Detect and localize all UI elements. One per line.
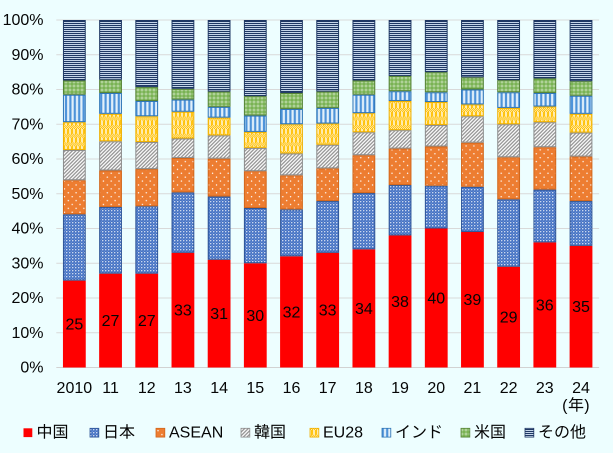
svg-text:39: 39 [464, 292, 482, 309]
svg-text:40: 40 [427, 291, 445, 308]
svg-text:20: 20 [427, 380, 445, 397]
svg-text:17: 17 [319, 380, 337, 397]
svg-text:30%: 30% [11, 255, 43, 272]
svg-text:33: 33 [174, 303, 192, 320]
svg-text:18: 18 [355, 380, 373, 397]
svg-text:14: 14 [210, 380, 228, 397]
svg-text:50%: 50% [11, 186, 43, 203]
svg-text:31: 31 [210, 306, 228, 323]
svg-text:35: 35 [572, 299, 590, 316]
svg-text:0%: 0% [20, 360, 43, 377]
svg-text:25: 25 [65, 317, 83, 334]
svg-text:29: 29 [500, 310, 518, 327]
svg-text:27: 27 [138, 313, 156, 330]
svg-text:32: 32 [283, 304, 301, 321]
svg-text:2010: 2010 [57, 380, 93, 397]
svg-text:15: 15 [246, 380, 264, 397]
svg-text:22: 22 [500, 380, 518, 397]
svg-text:11: 11 [102, 380, 119, 397]
svg-text:38: 38 [391, 294, 409, 311]
svg-text:19: 19 [391, 380, 409, 397]
svg-text:60%: 60% [11, 151, 43, 168]
svg-text:34: 34 [355, 301, 373, 318]
svg-text:): ) [584, 398, 589, 415]
svg-text:(: ( [562, 398, 568, 415]
svg-text:33: 33 [319, 303, 337, 320]
svg-text:EU28: EU28 [323, 425, 363, 442]
svg-text:27: 27 [102, 313, 120, 330]
svg-text:16: 16 [283, 380, 301, 397]
svg-text:100%: 100% [3, 12, 44, 29]
svg-text:10%: 10% [11, 325, 43, 342]
svg-text:30: 30 [246, 308, 264, 325]
svg-text:13: 13 [174, 380, 192, 397]
svg-text:80%: 80% [11, 82, 43, 99]
svg-text:20%: 20% [11, 290, 43, 307]
svg-text:24: 24 [572, 380, 590, 397]
svg-text:ASEAN: ASEAN [169, 425, 223, 442]
svg-text:40%: 40% [11, 221, 43, 238]
svg-text:70%: 70% [11, 116, 43, 133]
svg-text:12: 12 [138, 380, 156, 397]
svg-text:23: 23 [536, 380, 554, 397]
svg-text:21: 21 [464, 380, 482, 397]
svg-text:36: 36 [536, 297, 554, 314]
svg-text:90%: 90% [11, 47, 43, 64]
